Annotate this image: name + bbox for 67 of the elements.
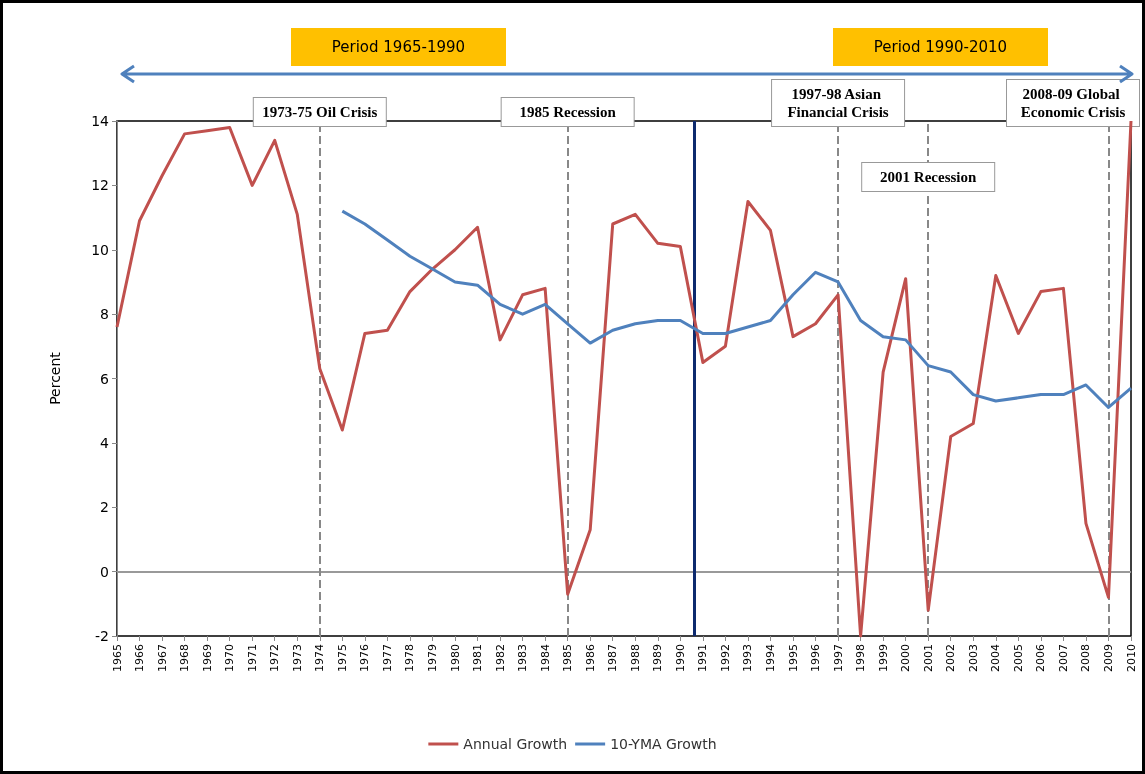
y-tick-label: 8 [100, 306, 109, 323]
text: Period 1990-2010 [832, 28, 1048, 66]
x-tick-label: 1969 [200, 644, 214, 672]
x-tick-label: 1976 [358, 644, 372, 672]
x-tick-label: 1981 [471, 644, 485, 672]
x-tick-label: 2006 [1034, 644, 1048, 672]
x-tick-label: 1967 [155, 644, 169, 672]
ref-line-label: 2001 Recession [880, 169, 977, 185]
x-tick-label: 1975 [335, 644, 349, 672]
x-tick-label: 1982 [493, 644, 507, 672]
x-tick-label: 2010 [1124, 644, 1138, 672]
x-tick-label: 1972 [268, 644, 282, 672]
x-tick-label: 1990 [673, 644, 687, 672]
x-tick-label: 2004 [989, 644, 1003, 672]
ref-line-label: 1973-75 Oil Crisis [262, 104, 378, 120]
x-tick-label: 2005 [1011, 644, 1025, 672]
legend-label: Annual Growth [463, 736, 568, 752]
x-tick-label: 1965 [110, 644, 124, 672]
x-tick-label: 1994 [763, 644, 777, 672]
x-tick-label: 2000 [899, 644, 913, 672]
x-tick-label: 1986 [583, 644, 597, 672]
x-tick-label: 1980 [448, 644, 462, 672]
line-series [115, 119, 1133, 638]
x-tick-label: 2001 [921, 644, 935, 672]
x-tick-label: 1993 [741, 644, 755, 672]
y-tick-label: 12 [91, 177, 109, 194]
x-tick-label: 1968 [178, 644, 192, 672]
x-tick-label: 1970 [223, 644, 237, 672]
x-tick-label: 1997 [831, 644, 845, 672]
y-tick-label: -2 [95, 628, 109, 644]
x-tick-label: 1999 [876, 644, 890, 672]
x-tick-label: 1988 [628, 644, 642, 672]
y-tick-label: 4 [100, 434, 110, 451]
x-tick-label: 1973 [290, 644, 304, 672]
x-tick-label: 1983 [516, 644, 530, 672]
x-tick-label: 1987 [606, 644, 620, 672]
x-tick-label: 1991 [696, 644, 710, 672]
x-tick-label: 2009 [1101, 644, 1115, 672]
ref-line-label: 1997-98 Asian Financial Crisis [787, 86, 889, 120]
x-tick-label: 1992 [718, 644, 732, 672]
x-tick-label: 1989 [651, 644, 665, 672]
y-axis-title: Percent [47, 351, 63, 405]
x-tick-label: 2003 [966, 644, 980, 672]
x-tick-label: 1995 [786, 644, 800, 672]
x-tick-label: 1977 [380, 644, 394, 672]
line-series [340, 209, 1133, 409]
text: Period 1965-1990 [290, 28, 506, 66]
y-tick-label: 14 [91, 113, 110, 129]
ref-line-label: 2008-09 Global Economic Crisis [1020, 86, 1126, 120]
x-tick-label: 2008 [1079, 644, 1093, 672]
x-tick-label: 1974 [313, 644, 327, 672]
y-tick-label: 6 [100, 370, 110, 387]
x-tick-label: 1979 [425, 644, 439, 672]
x-tick-label: 2007 [1056, 644, 1070, 672]
x-tick-label: 1985 [561, 644, 575, 672]
x-tick-label: 1966 [133, 644, 147, 672]
x-tick-label: 1998 [854, 644, 868, 672]
ref-line-label: 1985 Recession [519, 104, 617, 120]
y-tick-label: 0 [100, 563, 109, 580]
x-tick-label: 1984 [538, 644, 552, 672]
x-tick-label: 2002 [944, 644, 958, 672]
y-tick-label: 10 [91, 241, 109, 258]
x-tick-label: 1971 [245, 644, 259, 672]
y-tick-label: 2 [100, 499, 109, 516]
x-tick-label: 1996 [809, 644, 823, 672]
x-tick-label: 1978 [403, 644, 417, 672]
legend-label: 10-YMA Growth [610, 736, 717, 752]
